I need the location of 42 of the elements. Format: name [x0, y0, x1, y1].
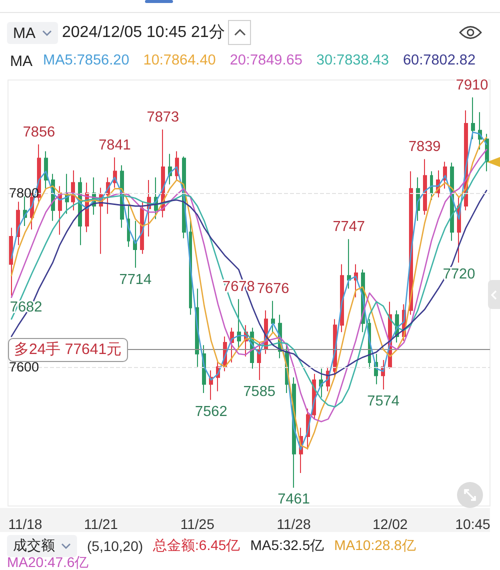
text: 20:7849.65: [230, 52, 302, 68]
annotation: 7676: [256, 280, 290, 297]
x-tick-label: 11/25: [180, 516, 215, 532]
x-tick-label: 11/18: [8, 516, 42, 532]
x-tick-label: 11/28: [276, 516, 311, 532]
annotation: 7873: [146, 110, 180, 126]
annotation: 7461: [278, 492, 310, 508]
candlestick: [471, 96, 475, 140]
text: 60:7802.82: [402, 52, 476, 68]
annotation: 7574: [367, 394, 400, 410]
annotation: 7910: [456, 77, 488, 94]
line-series: [10, 190, 488, 376]
text: MA10:28.8亿: [334, 537, 416, 555]
text: MA5:32.5亿: [250, 537, 324, 555]
annotation: 7562: [194, 404, 228, 420]
annotation: 7841: [98, 137, 131, 154]
legend-title: MA: [10, 53, 32, 71]
candlestick: [423, 158, 427, 216]
candlestick: [271, 300, 275, 333]
text: 10:7864.40: [143, 52, 216, 68]
y-tick-label: 7600: [9, 359, 40, 374]
candlestick: [430, 170, 433, 200]
candlestick: [237, 298, 241, 348]
text: (5,10,20): [87, 538, 144, 554]
x-tick-label: 10:45: [455, 516, 491, 532]
chart-title: 2024/12/05 10:45 21分: [62, 23, 225, 43]
annotation: 7714: [119, 272, 152, 288]
text: MA20:47.6亿: [7, 554, 89, 570]
text: 30:7838.43: [316, 52, 389, 68]
x-tick-label: 12/02: [372, 516, 408, 532]
x-tick-label: 11/21: [84, 516, 118, 532]
annotation: 7747: [332, 219, 365, 236]
candlestick: [9, 227, 13, 296]
annotation: 7585: [243, 384, 276, 400]
text: 总金额:6.45亿: [153, 537, 240, 555]
ref-line-label: 多24手 77641元: [14, 340, 122, 358]
text: 成交额: [13, 537, 55, 555]
annotation: 7856: [22, 124, 56, 140]
annotation: 7839: [408, 139, 441, 156]
candlestick: [347, 238, 351, 290]
text: MA5:7856.20: [43, 52, 130, 68]
text: MA: [13, 24, 36, 42]
